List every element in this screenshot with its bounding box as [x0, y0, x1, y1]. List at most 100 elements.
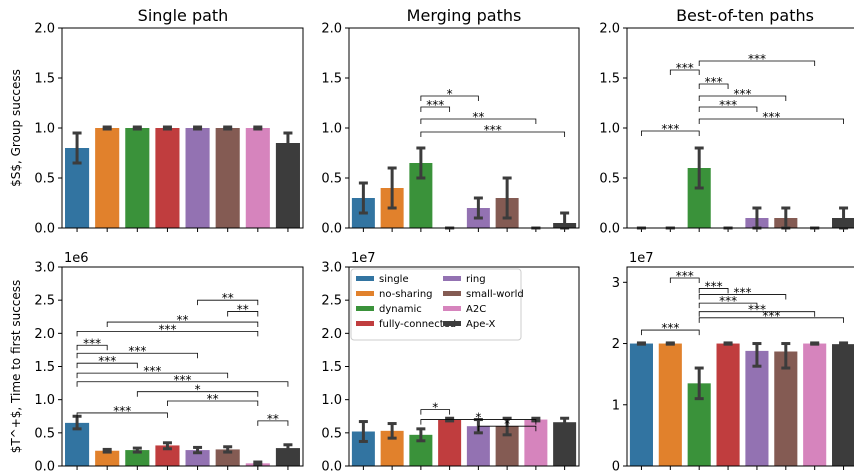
significance-label: * [432, 401, 438, 415]
significance-label: *** [98, 354, 116, 368]
axes-frame [348, 266, 580, 467]
bar-dynamic [125, 128, 150, 228]
significance-label: *** [762, 309, 780, 323]
panel-bottom-middle: 1e7 0.0 0.5 1.0 1.5 2.0 2.5 3.0 * * * [321, 251, 580, 472]
y-tick-label: 2 [612, 337, 620, 352]
significance-bracket [76, 381, 289, 387]
y-tick-label: 0.5 [34, 426, 55, 441]
significance-label: *** [484, 123, 502, 137]
significance-label: *** [676, 61, 694, 75]
legend-swatch-single [356, 276, 374, 281]
y-tick-label: 2.0 [321, 327, 342, 342]
axis-exponent: 1e7 [629, 251, 654, 266]
significance-label: *** [676, 269, 694, 283]
y-tick-label: 2.5 [321, 294, 342, 309]
y-tick-label: 1.5 [599, 72, 620, 87]
significance-label: *** [748, 52, 766, 66]
bar-fully-connected [716, 343, 740, 466]
significance-bracket [477, 425, 537, 432]
legend-box [350, 268, 522, 341]
bar-fully-connected [155, 445, 180, 466]
y-tick-label: 3.0 [34, 261, 55, 276]
bar-A2C [245, 128, 270, 228]
significance-bracket [698, 95, 787, 101]
panel-top-right: Best-of-ten paths0.00.51.01.52.0********… [599, 6, 854, 237]
bar-ring [745, 350, 769, 466]
significance-bracket [669, 277, 700, 284]
legend-label-small-world: small-world [466, 289, 524, 300]
y-tick-label: 0.0 [34, 460, 55, 472]
significance-label: *** [426, 98, 444, 112]
significance-bracket [669, 69, 700, 75]
axes-frame [61, 27, 304, 229]
significance-bracket [227, 311, 259, 317]
significance-label: *** [143, 364, 161, 378]
y-tick-label: 1.0 [321, 393, 342, 408]
y-tick-label: 0.5 [34, 172, 55, 187]
significance-bracket [76, 352, 198, 359]
significance-label: *** [705, 279, 723, 293]
significance-label: * [195, 383, 201, 397]
significance-label: * [504, 417, 510, 431]
significance-bracket [106, 321, 259, 328]
bar-small-world [774, 351, 798, 466]
y-tick-label: 2.0 [321, 22, 342, 37]
bar-no-sharing [658, 343, 682, 466]
bar-ring [185, 450, 210, 466]
legend-swatch-A2C [443, 306, 461, 311]
bar-dynamic [409, 434, 433, 466]
legend-label-dynamic: dynamic [379, 304, 422, 315]
legend-swatch-fully-connected [356, 321, 374, 326]
bar-A2C [524, 419, 548, 466]
significance-bracket [76, 362, 138, 369]
bar-dynamic [687, 168, 711, 228]
significance-label: *** [719, 294, 737, 308]
bar-single [351, 431, 375, 466]
significance-label: *** [762, 110, 780, 124]
significance-label: *** [158, 322, 176, 336]
significance-label: *** [174, 373, 192, 387]
significance-bracket [167, 400, 259, 406]
y-tick-label: 1.5 [321, 72, 342, 87]
significance-bracket [698, 118, 844, 124]
significance-bracket [420, 131, 566, 137]
y-tick-label: 1 [612, 398, 620, 413]
y-tick-label: 0.5 [321, 426, 342, 441]
y-tick-label: 0 [612, 460, 620, 472]
y-tick-label: 2.0 [34, 327, 55, 342]
significance-bracket [641, 329, 700, 336]
significance-bracket [76, 330, 259, 337]
significance-bracket [420, 106, 451, 112]
y-tick-label: 1.5 [34, 360, 55, 375]
legend-swatch-small-world [443, 291, 461, 296]
significance-bracket [698, 288, 729, 294]
legend-swatch-ring [443, 276, 461, 281]
significance-label: ** [177, 313, 189, 327]
significance-bracket [76, 372, 229, 379]
bar-dynamic [125, 450, 150, 466]
y-tick-label: 2.0 [599, 22, 620, 37]
significance-bracket [698, 60, 816, 66]
significance-label: *** [661, 122, 679, 136]
y-tick-label: 0.0 [321, 460, 342, 472]
y-tick-label: 0.5 [321, 172, 342, 187]
significance-label: ** [207, 392, 219, 406]
axes-frame [626, 27, 854, 229]
y-tick-label: 1.5 [321, 360, 342, 375]
significance-label: *** [705, 75, 723, 89]
y-tick-label: 1.0 [34, 122, 55, 137]
bar-ring [185, 128, 210, 228]
significance-label: ** [222, 291, 234, 305]
y-tick-label: 1.0 [34, 393, 55, 408]
bar-no-sharing [95, 450, 120, 466]
legend-label-fully-connected: fully-connected [379, 319, 456, 330]
bar-single [629, 343, 653, 466]
significance-bracket [641, 130, 700, 136]
y-tick-label: 1.5 [34, 72, 55, 87]
significance-bracket [420, 409, 451, 415]
bar-Ape-X [832, 344, 854, 466]
significance-label: ** [472, 110, 484, 124]
